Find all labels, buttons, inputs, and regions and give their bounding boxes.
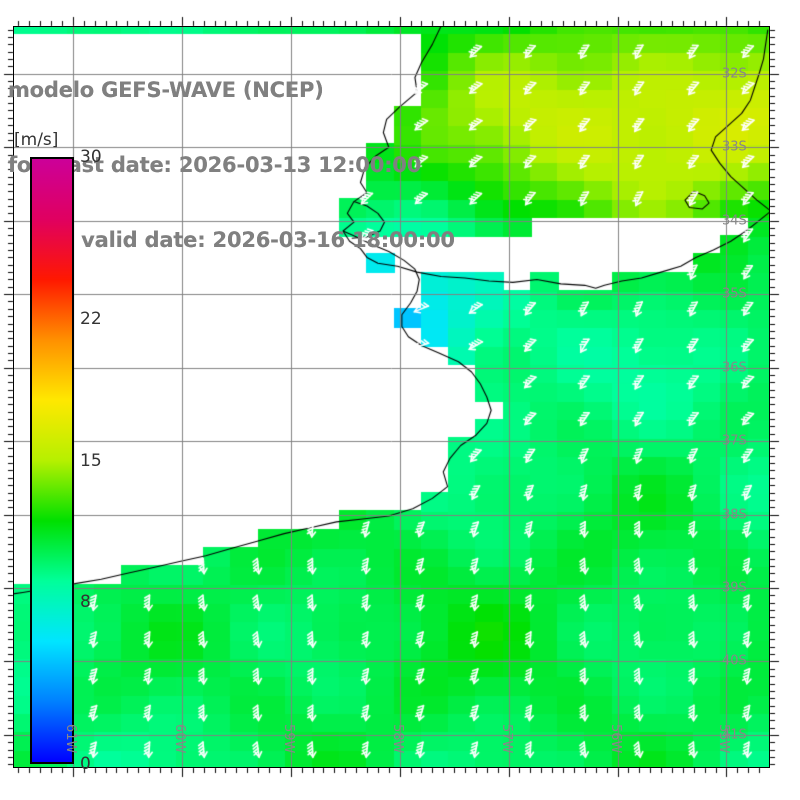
title-model-line: modelo GEFS-WAVE (NCEP) — [8, 78, 324, 102]
chart-title-block: modelo GEFS-WAVE (NCEP) forecast date: 2… — [8, 28, 528, 303]
lat-label-33S: 33S — [722, 139, 747, 155]
title-valid-date: valid date: 2026-03-16 18:00:00 — [81, 228, 455, 252]
lat-label-38S: 38S — [722, 507, 747, 523]
lat-label-41S: 41S — [722, 727, 747, 743]
lon-label-57W: 57W — [498, 724, 514, 754]
lat-label-39S: 39S — [722, 580, 747, 596]
lon-label-59W: 59W — [280, 724, 296, 754]
lat-label-36S: 36S — [722, 360, 747, 376]
colorbar-gradient — [30, 157, 74, 764]
lon-label-60W: 60W — [171, 724, 187, 754]
colorbar-tick-30: 30 — [80, 147, 102, 167]
colorbar-tick-0: 0 — [80, 754, 91, 774]
lat-label-40S: 40S — [722, 653, 747, 669]
colorbar-tick-8: 8 — [80, 592, 91, 613]
colorbar — [30, 157, 74, 764]
lat-label-34S: 34S — [722, 213, 747, 229]
lat-label-32S: 32S — [722, 66, 747, 82]
colorbar-unit-label: [m/s] — [14, 130, 59, 150]
lon-label-61W: 61W — [62, 724, 78, 754]
lon-label-56W: 56W — [607, 724, 623, 754]
colorbar-tick-15: 15 — [80, 450, 102, 471]
lon-label-58W: 58W — [389, 724, 405, 754]
colorbar-tick-22: 22 — [80, 308, 102, 329]
lon-label-55W: 55W — [716, 724, 732, 754]
lat-label-37S: 37S — [722, 433, 747, 449]
lat-label-35S: 35S — [722, 286, 747, 302]
